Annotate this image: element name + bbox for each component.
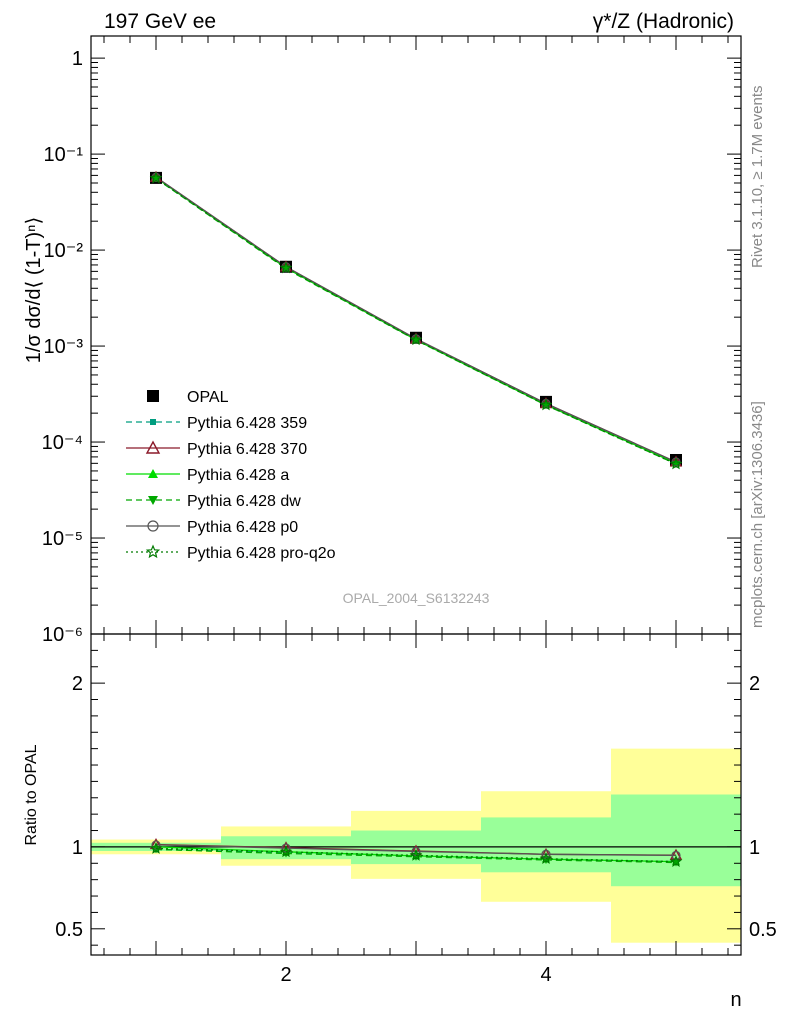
- ratio-y-tick-label: 2: [72, 673, 83, 695]
- series-point-ratio: [671, 850, 681, 861]
- y-tick-label: 10⁻⁵: [42, 528, 83, 550]
- series-point-main: [412, 337, 420, 345]
- ratio-y-tick-label: 1: [72, 837, 83, 859]
- y-tick-label: 10⁻¹: [44, 144, 84, 166]
- ratio-y-tick-label-right: 2: [749, 673, 760, 695]
- legend-label: Pythia 6.428 359: [187, 415, 307, 432]
- ratio-panel: 2 4 0.5 0.5 1 1 2 2: [55, 633, 777, 986]
- series-point-main: [669, 457, 683, 470]
- ratio-ylabel: Ratio to OPAL: [23, 744, 40, 845]
- legend-marker-data: [147, 390, 159, 402]
- series-point-ratio: [409, 848, 423, 861]
- main-ylabel: 1/σ dσ/d⟨ (1-T)ⁿ⟩: [23, 217, 45, 364]
- series-point-ratio: [672, 859, 680, 867]
- y-tick-label: 10⁻³: [44, 336, 84, 358]
- series-point-ratio: [279, 845, 293, 858]
- y-tick-label: 10⁻²: [44, 240, 84, 262]
- ratio-xlabel: n: [730, 989, 741, 1011]
- legend-label: Pythia 6.428 pro-q2o: [187, 545, 336, 562]
- legend-marker: [145, 544, 161, 559]
- legend-label: Pythia 6.428 370: [187, 441, 307, 458]
- legend-label: Pythia 6.428 dw: [187, 493, 301, 510]
- analysis-watermark: OPAL_2004_S6132243: [343, 590, 490, 606]
- ratio-band-inner: [611, 794, 741, 887]
- legend: OPAL Pythia 6.428 359 Pythia 6.428 370 Pyth…: [126, 389, 336, 562]
- series-point-main: [542, 402, 550, 410]
- x-tick-label: 4: [540, 964, 551, 986]
- legend-label: Pythia 6.428 a: [187, 467, 289, 484]
- legend-marker: [145, 440, 161, 454]
- series-point-main: [409, 333, 423, 346]
- rivet-label: Rivet 3.1.10, ≥ 1.7M events: [749, 86, 766, 269]
- series-point-ratio: [149, 841, 163, 854]
- series-point-main: [279, 261, 293, 274]
- ratio-band-inner: [481, 817, 611, 873]
- legend-label: Pythia 6.428 p0: [187, 519, 298, 536]
- y-tick-label: 1: [72, 48, 83, 70]
- header-right-label: γ*/Z (Hadronic): [593, 10, 734, 33]
- series-line-ratio: [155, 847, 677, 863]
- legend-marker: [150, 419, 156, 425]
- legend-marker: [148, 496, 158, 505]
- series-point-main: [152, 175, 160, 183]
- legend-label: OPAL: [187, 389, 229, 406]
- y-tick-label: 10⁻⁴: [42, 432, 83, 454]
- main-panel: 1 10⁻¹ 10⁻² 10⁻³ 10⁻⁴ 10⁻⁵ 10⁻⁶: [42, 35, 742, 646]
- ratio-y-tick-label-right: 0.5: [749, 919, 777, 941]
- ratio-y-tick-label-right: 1: [749, 837, 760, 859]
- ratio-y-tick-label: 0.5: [55, 919, 83, 941]
- series-point-ratio: [539, 852, 553, 864]
- mcplots-label: mcplots.cern.ch [arXiv:1306.3436]: [749, 401, 766, 628]
- series-point-main: [539, 398, 553, 411]
- legend-marker: [148, 469, 158, 478]
- series-point-ratio: [669, 855, 683, 867]
- series-point-main: [282, 265, 290, 273]
- y-tick-label: 10⁻⁶: [42, 624, 83, 646]
- x-tick-label: 2: [280, 964, 291, 986]
- legend-marker: [147, 520, 159, 532]
- header-left-label: 197 GeV ee: [104, 10, 216, 33]
- series-point-main: [149, 171, 163, 184]
